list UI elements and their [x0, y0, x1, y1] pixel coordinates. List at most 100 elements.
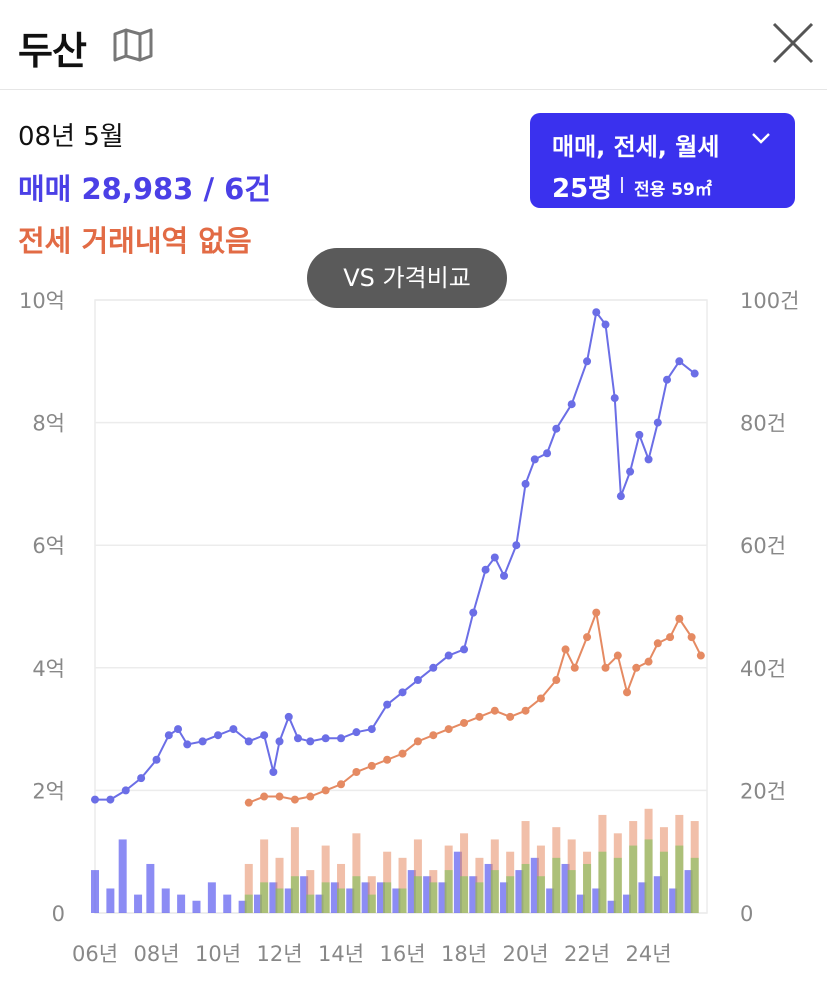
volume-bar [223, 894, 232, 913]
y-left-tick-label: 6억 [32, 534, 65, 558]
volume-bar [607, 900, 616, 913]
jeonse-point [644, 657, 653, 666]
sale-point [469, 608, 478, 617]
jeonse-point [413, 737, 422, 746]
volume-bar [546, 888, 555, 913]
volume-bar [690, 857, 699, 913]
jeonse-point [666, 633, 675, 642]
deal-type-selector[interactable]: 매매, 전세, 월세 25평 전용 59㎡ [530, 113, 795, 208]
volume-bar [567, 870, 576, 913]
volume-bar [423, 876, 432, 913]
sale-point [106, 795, 115, 804]
volume-bar [583, 863, 592, 913]
volume-bar [134, 894, 143, 913]
sale-point [530, 455, 539, 464]
volume-bar [260, 839, 269, 913]
jeonse-point [352, 768, 361, 777]
volume-bar [515, 870, 524, 913]
volume-bar [475, 882, 484, 913]
chart-axes: 10억 100건 8억 80건 6억 60건 4억 40건 2억 20건 0 0 06년 08년 10년 12… [19, 289, 799, 966]
sale-point [521, 479, 530, 488]
volume-bar [598, 851, 607, 913]
y-right-tick-label: 0 [740, 902, 753, 926]
price-chart[interactable]: 10억 100건 8억 80건 6억 60건 4억 40건 2억 20건 0 0 06년 08년 10년 12… [0, 280, 827, 989]
jeonse-point [675, 614, 684, 623]
area-label: 전용 59㎡ [634, 180, 712, 200]
volume-bar [346, 888, 355, 913]
volume-bar [429, 882, 438, 913]
sale-point [635, 430, 644, 439]
volume-bar [244, 863, 253, 913]
jeonse-point [506, 712, 515, 721]
sale-point [543, 449, 552, 458]
volume-bar [275, 888, 284, 913]
volume-bar [284, 888, 293, 913]
map-icon[interactable] [112, 28, 154, 62]
jeonse-price-line [248, 608, 702, 804]
sale-point [653, 418, 662, 427]
volume-bars [91, 808, 699, 913]
sale-point [500, 571, 509, 580]
close-icon[interactable] [770, 20, 816, 66]
volume-bar [306, 870, 315, 913]
sale-point [567, 400, 576, 409]
jeonse-point [592, 608, 601, 617]
sale-point [284, 712, 293, 721]
size-label: 25평 [552, 174, 613, 204]
volume-bar [444, 870, 453, 913]
volume-bar [407, 870, 416, 913]
jeonse-point [570, 663, 579, 672]
sale-point [91, 795, 99, 804]
x-tick-label: 16년 [380, 942, 426, 966]
jeonse-point [260, 792, 269, 801]
size-divider [621, 177, 623, 193]
x-tick-label: 14년 [318, 942, 364, 966]
x-tick-label: 10년 [195, 942, 241, 966]
jeonse-point [398, 749, 407, 758]
sale-point [583, 357, 592, 366]
x-tick-label: 20년 [503, 942, 549, 966]
plot-frame [94, 299, 708, 914]
volume-bar [337, 888, 346, 913]
sale-point [337, 734, 346, 743]
sale-point [214, 731, 223, 740]
volume-bar [536, 876, 545, 913]
sale-point [552, 424, 561, 433]
sale-point [690, 369, 699, 378]
sale-point [229, 725, 238, 734]
sale-point [260, 731, 269, 740]
volume-bar [613, 857, 622, 913]
sale-point [601, 320, 610, 329]
x-tick-label: 22년 [564, 942, 610, 966]
jeonse-point [383, 755, 392, 764]
sale-point [275, 737, 284, 746]
sale-point [152, 755, 161, 764]
volume-bar [352, 833, 361, 913]
page-title: 두산 [18, 29, 87, 73]
y-left-tick-label: 10억 [19, 289, 65, 313]
volume-bar [290, 876, 299, 913]
y-right-tick-label: 60건 [740, 534, 786, 558]
volume-bar [207, 882, 216, 913]
sale-price-line [95, 309, 696, 801]
sale-point [321, 734, 330, 743]
volume-bar [490, 870, 499, 913]
jeonse-point [623, 688, 632, 697]
volume-bar [576, 894, 585, 913]
volume-bar [530, 857, 539, 913]
volume-bar [244, 894, 253, 913]
sale-point [626, 467, 635, 476]
vs-compare-button[interactable]: VS 가격비교 [307, 248, 507, 308]
volume-bar [352, 876, 361, 913]
volume-bar [253, 894, 262, 913]
sale-point [383, 700, 392, 709]
sale-point [121, 786, 130, 795]
selected-date: 08년 5월 [18, 122, 124, 152]
jeonse-point [613, 651, 622, 660]
jeonse-point [290, 795, 299, 804]
volume-bar [413, 876, 422, 913]
x-tick-label: 18년 [441, 942, 487, 966]
y-right-tick-label: 40건 [740, 657, 786, 681]
volume-bar [118, 839, 127, 913]
volume-bar [460, 833, 469, 913]
